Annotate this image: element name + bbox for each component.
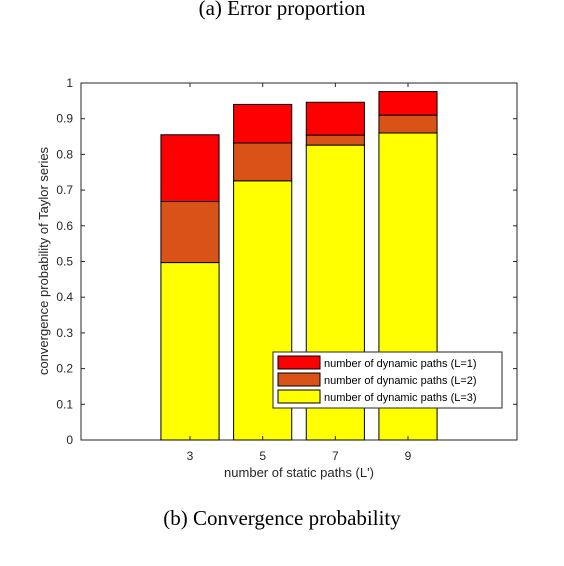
bar-segment-7-s1 xyxy=(305,134,365,146)
x-tick-label: 5 xyxy=(259,449,266,463)
legend-swatch xyxy=(277,372,321,387)
y-tick-label: 0.8 xyxy=(56,147,73,161)
y-tick-label: 0.5 xyxy=(56,255,73,269)
y-tick-label: 0.7 xyxy=(56,183,73,197)
caption-bottom: (b) Convergence probability xyxy=(163,506,401,530)
bar-segment-7-s2 xyxy=(305,101,365,136)
bar-segment-5-s1 xyxy=(233,142,293,182)
bar-segment-3-s1 xyxy=(160,201,220,264)
x-tick-label: 3 xyxy=(187,449,194,463)
y-tick-label: 0 xyxy=(66,433,73,447)
x-axis-ticks: 3 5 7 9 xyxy=(187,83,412,463)
y-axis-ticks: 0 0.1 0.2 0.3 0.4 0.5 0.6 0.7 0.8 0.9 1 xyxy=(56,76,517,447)
legend-label: number of dynamic paths (L=3) xyxy=(324,392,477,404)
bar-segment-5-s2 xyxy=(233,103,293,144)
legend-label: number of dynamic paths (L=2) xyxy=(324,375,477,387)
y-axis-label: convergence probability of Taylor series xyxy=(36,146,51,375)
bar-segment-3-s0 xyxy=(160,262,220,441)
bar-segment-9-s1 xyxy=(378,114,438,134)
y-tick-label: 0.6 xyxy=(56,219,73,233)
y-tick-label: 0.1 xyxy=(56,397,73,411)
y-tick-label: 0.3 xyxy=(56,326,73,340)
x-tick-label: 7 xyxy=(332,449,339,463)
legend-swatch xyxy=(277,389,321,404)
y-tick-label: 1 xyxy=(66,76,73,90)
y-tick-label: 0.4 xyxy=(56,290,73,304)
legend-label: number of dynamic paths (L=1) xyxy=(324,358,477,370)
x-axis-label: number of static paths (L') xyxy=(224,465,374,480)
bar-segment-3-s2 xyxy=(160,134,220,203)
caption-top: (a) Error proportion xyxy=(198,0,366,20)
stacked-bar-chart: 0 0.1 0.2 0.3 0.4 0.5 0.6 0.7 0.8 0.9 1 3 5 7 9 numbe… xyxy=(36,76,518,480)
bar-segment-9-s2 xyxy=(378,91,438,116)
y-tick-label: 0.9 xyxy=(56,112,73,126)
legend: number of dynamic paths (L=1) number of d… xyxy=(272,351,503,409)
y-tick-label: 0.2 xyxy=(56,362,73,376)
legend-swatch xyxy=(277,355,321,370)
x-tick-label: 9 xyxy=(405,449,412,463)
